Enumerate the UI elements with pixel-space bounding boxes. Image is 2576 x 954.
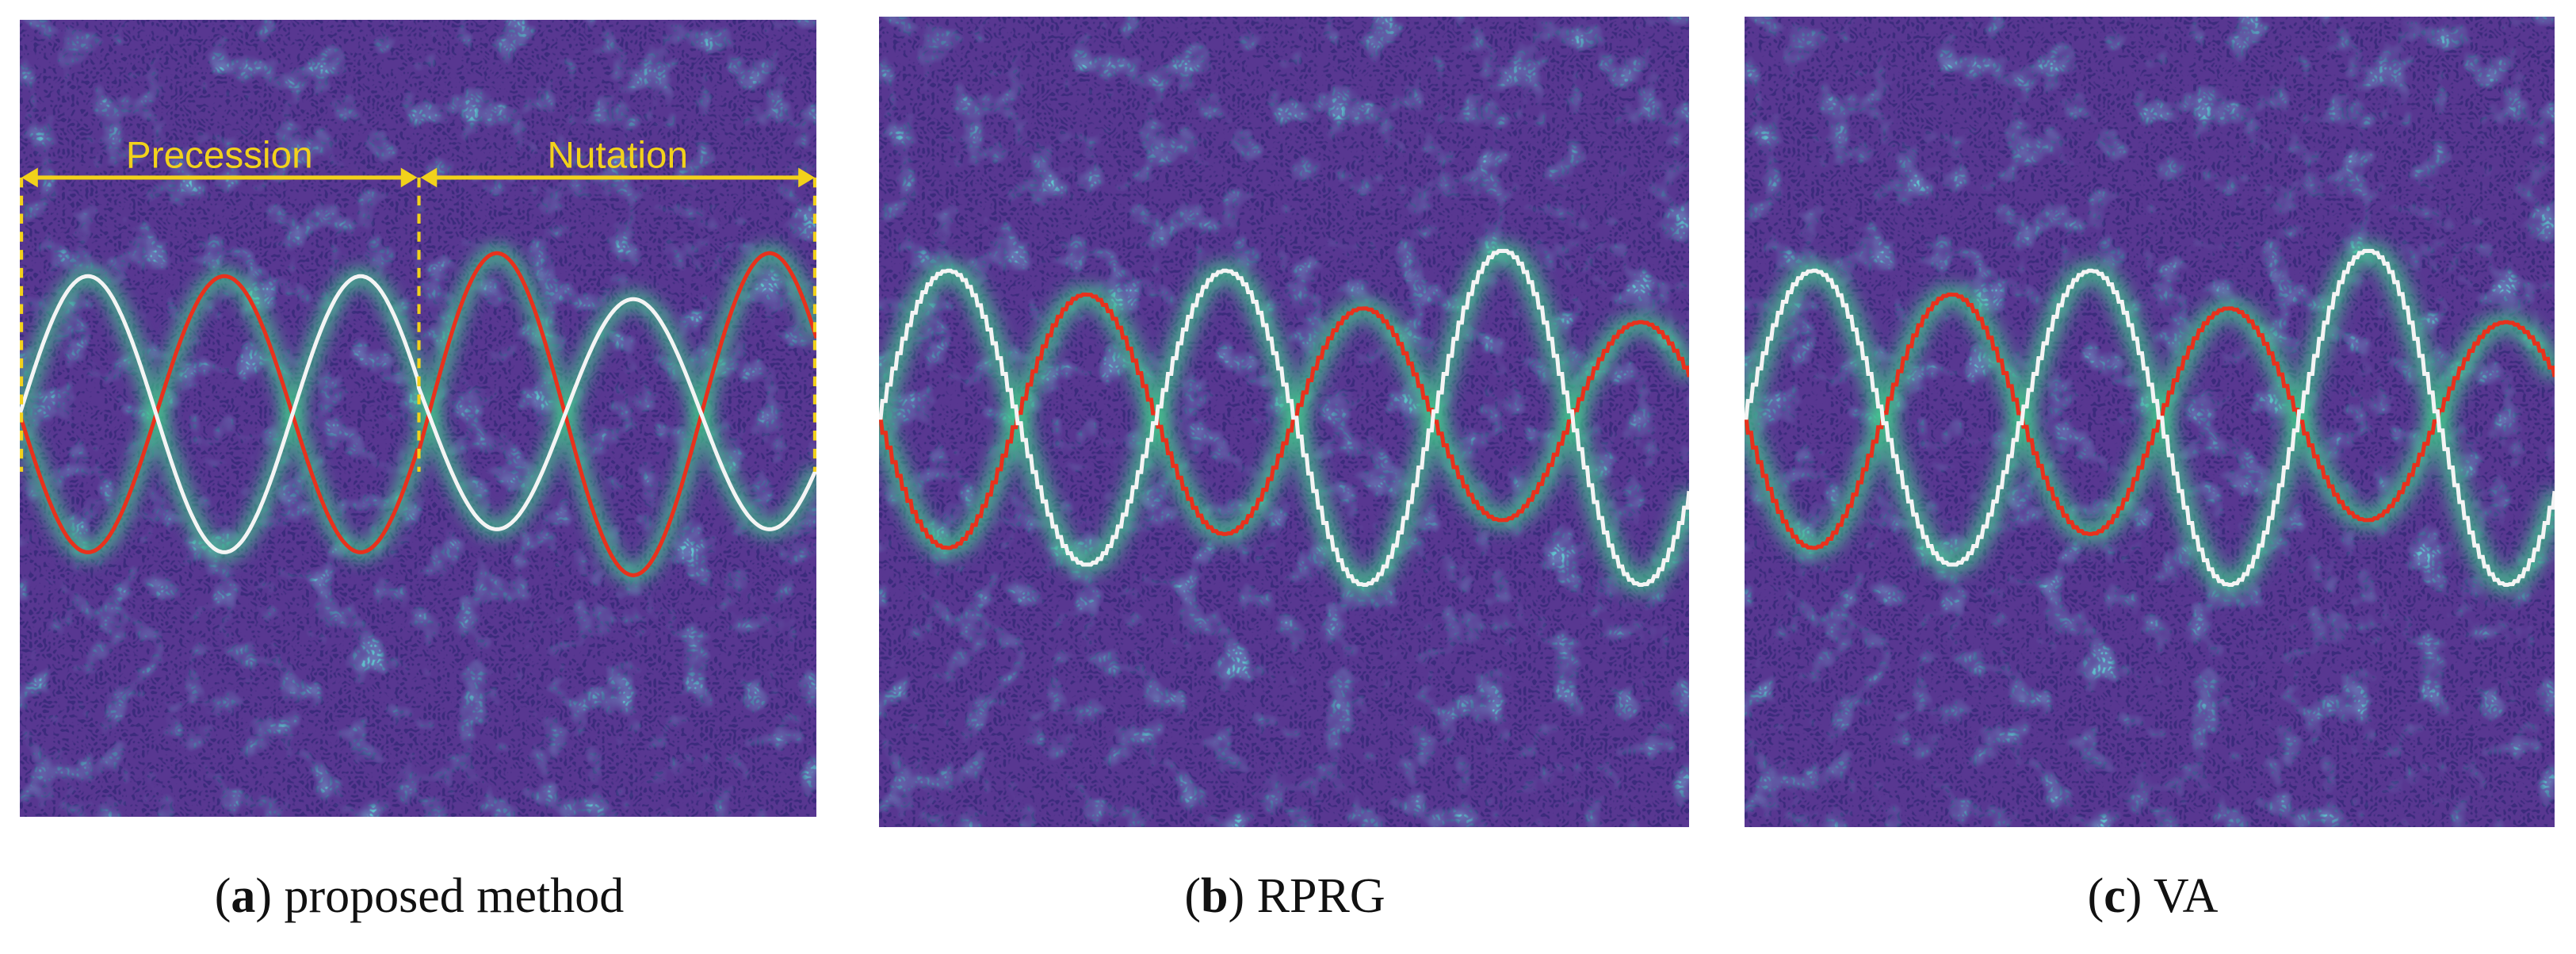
caption-part: ) RPRG: [1229, 869, 1385, 923]
annotation: Precession: [126, 134, 313, 176]
white-trace: [1745, 248, 2555, 587]
caption: (a) proposed method: [215, 869, 625, 923]
red-trace: [1745, 292, 2555, 550]
caption-part: (: [2088, 869, 2104, 923]
spectrogram-panel: [1745, 17, 2555, 827]
spectrogram-panel: Precession Nutation: [20, 20, 816, 817]
caption-part: c: [2104, 869, 2126, 923]
caption: (b) RPRG: [1184, 869, 1385, 923]
caption-part: ) VA: [2126, 869, 2219, 923]
caption-part: b: [1201, 869, 1228, 923]
caption-part: ) proposed method: [255, 869, 624, 923]
caption-part: (: [1184, 869, 1201, 923]
caption-part: a: [231, 869, 255, 923]
caption-part: (: [215, 869, 231, 923]
white-trace: [879, 248, 1689, 587]
spectrogram-panel: [879, 17, 1689, 827]
annotation: Nutation: [548, 134, 688, 176]
red-trace: [879, 292, 1689, 550]
caption: (c) VA: [2088, 869, 2219, 923]
